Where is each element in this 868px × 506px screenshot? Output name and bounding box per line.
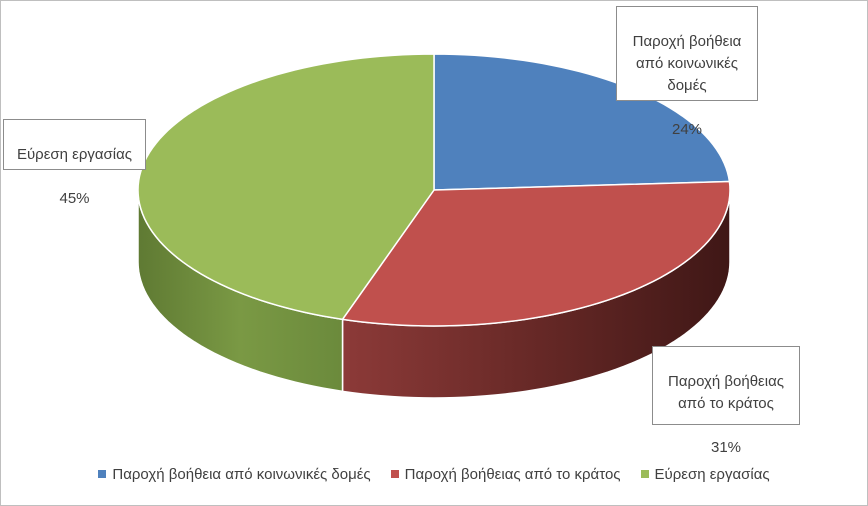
legend-item-state: Παροχή βοήθειας από το κράτος bbox=[390, 465, 621, 483]
data-label-social-structures-name: Παροχή βοήθεια από κοινωνικές δομές bbox=[632, 33, 742, 94]
data-label-state: Παροχή βοήθειας από το κράτος 31% bbox=[652, 346, 800, 456]
legend-swatch-state bbox=[390, 470, 399, 478]
data-label-employment-name: Εύρεση εργασίας bbox=[16, 146, 133, 163]
legend-swatch-employment bbox=[640, 470, 649, 478]
legend-label: Παροχή βοήθειας από το κράτος bbox=[404, 465, 621, 483]
legend: Παροχή βοήθεια από κοινωνικές δομές Παρο… bbox=[0, 462, 868, 486]
pie-slice-state bbox=[341, 180, 731, 327]
data-label-social-structures-value: 24% bbox=[671, 121, 703, 138]
legend-label: Παροχή βοήθεια από κοινωνικές δομές bbox=[112, 465, 371, 483]
data-label-employment-value: 45% bbox=[59, 190, 90, 207]
pie-tops bbox=[137, 53, 731, 327]
legend-item-employment: Εύρεση εργασίας bbox=[640, 465, 770, 483]
legend-item-social-structures: Παροχή βοήθεια από κοινωνικές δομές bbox=[98, 465, 371, 483]
data-label-state-value: 31% bbox=[710, 439, 742, 456]
legend-swatch-social-structures bbox=[98, 470, 107, 478]
data-label-social-structures: Παροχή βοήθεια από κοινωνικές δομές 24% bbox=[616, 6, 758, 138]
data-label-state-name: Παροχή βοήθειας από το κράτος bbox=[668, 373, 784, 412]
legend-label: Εύρεση εργασίας bbox=[654, 465, 770, 483]
data-label-employment: Εύρεση εργασίας 45% bbox=[3, 119, 146, 207]
